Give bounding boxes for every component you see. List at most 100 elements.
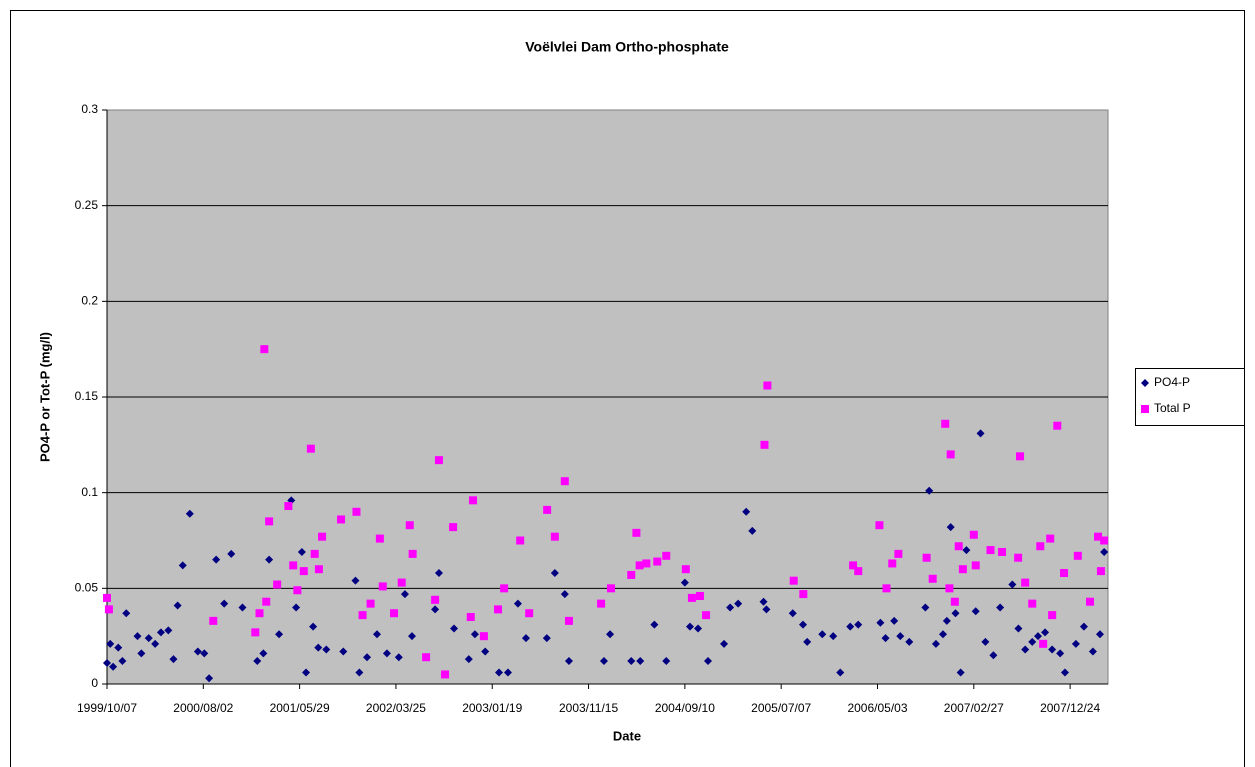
point: [760, 440, 769, 449]
point: [703, 657, 712, 666]
point: [169, 655, 178, 664]
x-tick-label: 2006/05/03: [847, 701, 907, 715]
point: [431, 605, 440, 614]
point: [1060, 569, 1069, 578]
point: [981, 637, 990, 646]
point: [894, 549, 903, 558]
x-tick-label: 2001/05/29: [270, 701, 330, 715]
point: [742, 507, 751, 516]
point: [265, 555, 274, 564]
point: [922, 553, 931, 562]
point: [212, 555, 221, 564]
point: [564, 616, 573, 625]
point: [500, 584, 509, 593]
point: [322, 645, 331, 654]
point: [956, 668, 965, 677]
point: [358, 611, 367, 620]
point: [178, 561, 187, 570]
point: [762, 605, 771, 614]
point: [996, 603, 1005, 612]
point: [788, 609, 797, 618]
x-tick-label: 2007/12/24: [1040, 701, 1100, 715]
point: [890, 616, 899, 625]
point: [1036, 542, 1045, 551]
point: [1028, 637, 1037, 646]
point: [144, 634, 153, 643]
point: [390, 609, 399, 618]
point: [560, 590, 569, 599]
point: [946, 450, 955, 459]
point: [133, 632, 142, 641]
point: [366, 599, 375, 608]
point: [921, 603, 930, 612]
point: [564, 657, 573, 666]
point: [407, 632, 416, 641]
point: [310, 549, 319, 558]
point: [951, 609, 960, 618]
point: [560, 477, 569, 486]
point: [434, 569, 443, 578]
point: [337, 515, 346, 524]
y-tick-label: 0: [91, 676, 98, 690]
point: [1073, 551, 1082, 560]
point: [597, 599, 606, 608]
point: [494, 668, 503, 677]
point: [1048, 611, 1057, 620]
point: [363, 653, 372, 662]
point: [450, 624, 459, 633]
point: [260, 345, 269, 354]
point: [971, 607, 980, 616]
y-axis-label: PO4-P or Tot-P (mg/l): [37, 332, 52, 462]
legend-box: [1135, 368, 1245, 426]
point: [382, 649, 391, 658]
point: [1034, 632, 1043, 641]
point: [251, 628, 260, 637]
point: [1056, 649, 1065, 658]
point: [799, 590, 808, 599]
point: [1048, 645, 1057, 654]
point: [275, 630, 284, 639]
point: [516, 536, 525, 545]
point: [265, 517, 274, 526]
point: [314, 643, 323, 652]
point: [299, 567, 308, 576]
point: [156, 628, 165, 637]
point: [971, 561, 980, 570]
point: [464, 655, 473, 664]
point: [550, 569, 559, 578]
point: [468, 496, 477, 505]
point: [653, 557, 662, 566]
legend-label: PO4-P: [1154, 375, 1190, 389]
point: [372, 630, 381, 639]
point: [503, 668, 512, 677]
point: [606, 630, 615, 639]
point: [941, 419, 950, 428]
point: [542, 634, 551, 643]
point: [976, 429, 985, 438]
point: [734, 599, 743, 608]
point: [422, 653, 431, 662]
point: [636, 657, 645, 666]
point: [969, 530, 978, 539]
point: [375, 534, 384, 543]
point: [314, 565, 323, 574]
point: [702, 611, 711, 620]
point: [449, 523, 458, 532]
point: [253, 657, 262, 666]
point: [205, 674, 214, 683]
point: [550, 532, 559, 541]
point: [1008, 580, 1017, 589]
point: [466, 613, 475, 622]
point: [273, 580, 282, 589]
point: [928, 574, 937, 583]
point: [632, 528, 641, 537]
point: [1021, 645, 1030, 654]
y-tick-label: 0.25: [75, 198, 99, 212]
legend-label: Total P: [1154, 401, 1191, 415]
point: [262, 597, 271, 606]
point: [882, 584, 891, 593]
point: [687, 593, 696, 602]
point: [854, 620, 863, 629]
point: [521, 634, 530, 643]
point: [1016, 452, 1025, 461]
